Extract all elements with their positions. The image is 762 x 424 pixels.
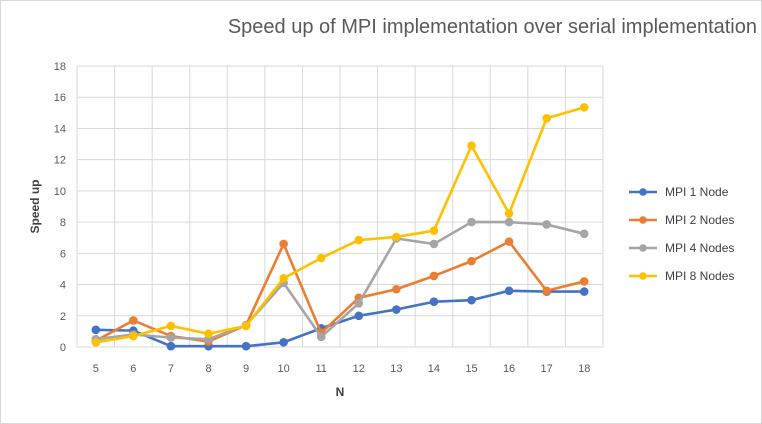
y-tick-label: 2 [60, 311, 66, 323]
y-axis-title: Speed up [28, 179, 42, 233]
x-tick-label: 17 [541, 363, 553, 375]
data-point [279, 274, 288, 283]
x-tick-label: 7 [168, 363, 174, 375]
y-tick-label: 16 [54, 92, 66, 104]
data-point [542, 286, 551, 296]
data-point [429, 271, 439, 281]
chart-title: Speed up of MPI implementation over seri… [227, 16, 757, 38]
data-point [91, 338, 101, 347]
legend-swatch-marker [639, 272, 647, 280]
data-point [241, 321, 251, 331]
data-point [129, 316, 138, 325]
grid-layer [76, 65, 604, 348]
x-tick-label: 5 [93, 363, 99, 375]
series-line [95, 289, 585, 348]
x-tick-label: 13 [390, 363, 402, 375]
y-tick-label: 4 [60, 280, 66, 292]
data-point [279, 239, 288, 249]
data-point [467, 295, 476, 305]
legend-swatch-marker [639, 188, 647, 196]
data-point [542, 113, 551, 123]
x-tick-label: 12 [353, 363, 365, 375]
data-point [579, 277, 589, 286]
series-line [95, 106, 585, 344]
x-tick-label: 14 [428, 363, 440, 375]
data-point [129, 331, 138, 341]
legend-swatch-marker [639, 244, 647, 252]
legend: MPI 1 Node MPI 2 Nodes MPI 4 Nodes MPI 8 No… [629, 185, 734, 283]
legend-item: MPI 4 Nodes [629, 241, 734, 255]
data-point [354, 298, 364, 308]
y-tick-label: 6 [60, 248, 66, 260]
y-tick-label: 14 [54, 123, 66, 135]
data-point [392, 305, 401, 314]
x-tick-label: 10 [278, 363, 290, 375]
data-point [542, 220, 551, 229]
data-point [316, 253, 326, 263]
data-point [467, 256, 476, 266]
data-point [241, 341, 251, 351]
y-tick-label: 12 [54, 155, 66, 167]
data-point [429, 226, 439, 235]
series-line [95, 220, 585, 341]
y-tick-label: 10 [54, 186, 66, 198]
data-point [166, 341, 176, 351]
x-tick-label: 11 [316, 363, 327, 375]
data-point [354, 235, 364, 245]
data-point [91, 325, 101, 335]
x-tick-labels: 5 6 7 8 9 10 11 12 13 14 15 16 17 18 [93, 363, 591, 375]
data-point [504, 286, 514, 296]
x-tick-label: 18 [578, 363, 590, 375]
y-tick-label: 8 [60, 217, 66, 229]
x-tick-label: 9 [243, 363, 249, 375]
legend-label: MPI 2 Nodes [665, 213, 734, 227]
x-axis-title: N [336, 385, 345, 399]
data-point [504, 237, 514, 246]
legend-item: MPI 2 Nodes [629, 213, 734, 227]
x-tick-label: 16 [503, 363, 515, 375]
series-4 [91, 103, 589, 347]
data-point [579, 103, 589, 112]
data-point [392, 284, 401, 294]
data-point [316, 332, 326, 342]
data-point [467, 217, 476, 227]
x-tick-label: 15 [465, 363, 477, 375]
data-point [504, 209, 514, 218]
legend-item: MPI 8 Nodes [629, 269, 734, 283]
data-point [166, 333, 176, 342]
data-point [279, 338, 288, 347]
data-point [166, 321, 176, 331]
x-tick-label: 6 [130, 363, 136, 375]
data-point [429, 297, 439, 307]
data-point [354, 311, 364, 321]
data-point [504, 217, 514, 227]
x-tick-label: 8 [205, 363, 211, 375]
legend-label: MPI 8 Nodes [665, 269, 734, 283]
data-point [579, 287, 589, 296]
legend-label: MPI 1 Node [665, 185, 729, 199]
data-point [204, 329, 213, 339]
data-point [392, 232, 401, 242]
y-tick-label: 0 [60, 342, 66, 354]
legend-item: MPI 1 Node [629, 185, 729, 199]
data-point [579, 229, 589, 239]
legend-swatch-marker [639, 216, 647, 224]
series-layer [91, 103, 589, 351]
data-point [467, 141, 476, 150]
legend-label: MPI 4 Nodes [665, 241, 734, 255]
y-tick-label: 18 [54, 61, 66, 73]
data-point [429, 239, 439, 249]
y-tick-labels: 0 2 4 6 8 10 12 14 16 18 [54, 61, 66, 354]
